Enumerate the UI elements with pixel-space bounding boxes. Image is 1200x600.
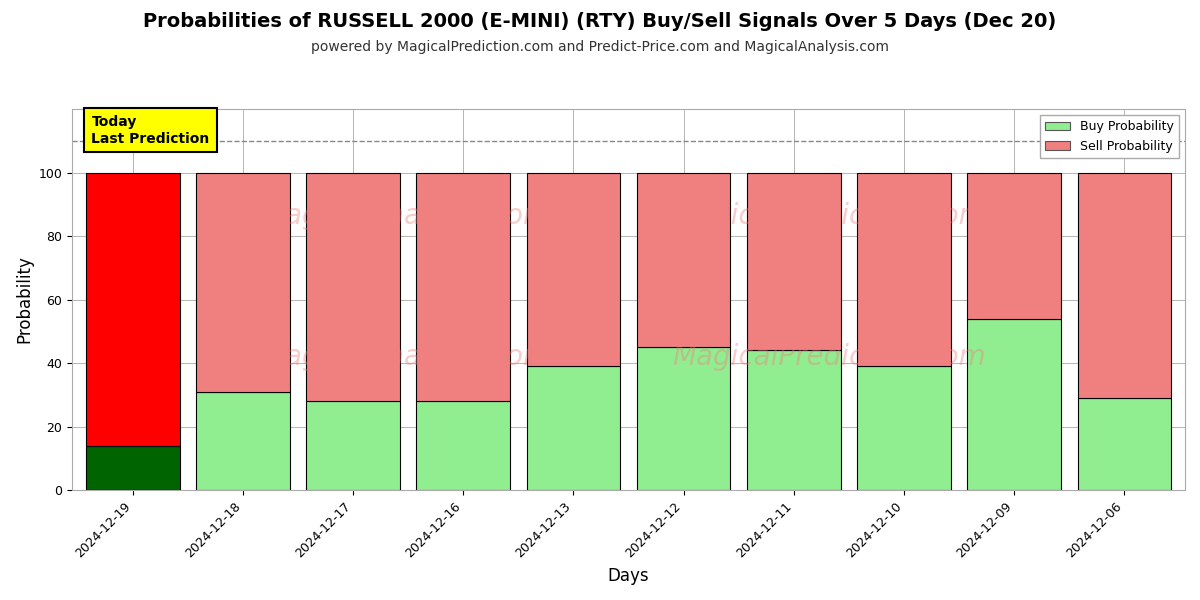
Bar xyxy=(416,401,510,490)
Bar xyxy=(967,173,1061,319)
Bar xyxy=(967,319,1061,490)
Bar xyxy=(748,173,841,350)
Bar xyxy=(527,173,620,366)
Bar xyxy=(637,173,731,347)
Bar xyxy=(196,173,289,392)
Bar xyxy=(1078,398,1171,490)
Text: powered by MagicalPrediction.com and Predict-Price.com and MagicalAnalysis.com: powered by MagicalPrediction.com and Pre… xyxy=(311,40,889,54)
Bar xyxy=(1078,173,1171,398)
Bar xyxy=(196,392,289,490)
X-axis label: Days: Days xyxy=(607,567,649,585)
Text: MagicalPrediction.com: MagicalPrediction.com xyxy=(672,343,985,371)
Legend: Buy Probability, Sell Probability: Buy Probability, Sell Probability xyxy=(1040,115,1178,158)
Y-axis label: Probability: Probability xyxy=(16,256,34,343)
Text: MagicalPrediction.com: MagicalPrediction.com xyxy=(672,202,985,230)
Text: MagicalAnalysis.com: MagicalAnalysis.com xyxy=(262,343,551,371)
Text: MagicalAnalysis.com: MagicalAnalysis.com xyxy=(262,202,551,230)
Bar xyxy=(637,347,731,490)
Bar xyxy=(857,366,950,490)
Bar xyxy=(416,173,510,401)
Bar xyxy=(527,366,620,490)
Bar xyxy=(86,446,180,490)
Bar xyxy=(86,173,180,446)
Bar xyxy=(306,401,400,490)
Text: Today
Last Prediction: Today Last Prediction xyxy=(91,115,210,146)
Bar xyxy=(857,173,950,366)
Bar xyxy=(306,173,400,401)
Text: Probabilities of RUSSELL 2000 (E-MINI) (RTY) Buy/Sell Signals Over 5 Days (Dec 2: Probabilities of RUSSELL 2000 (E-MINI) (… xyxy=(143,12,1057,31)
Bar xyxy=(748,350,841,490)
